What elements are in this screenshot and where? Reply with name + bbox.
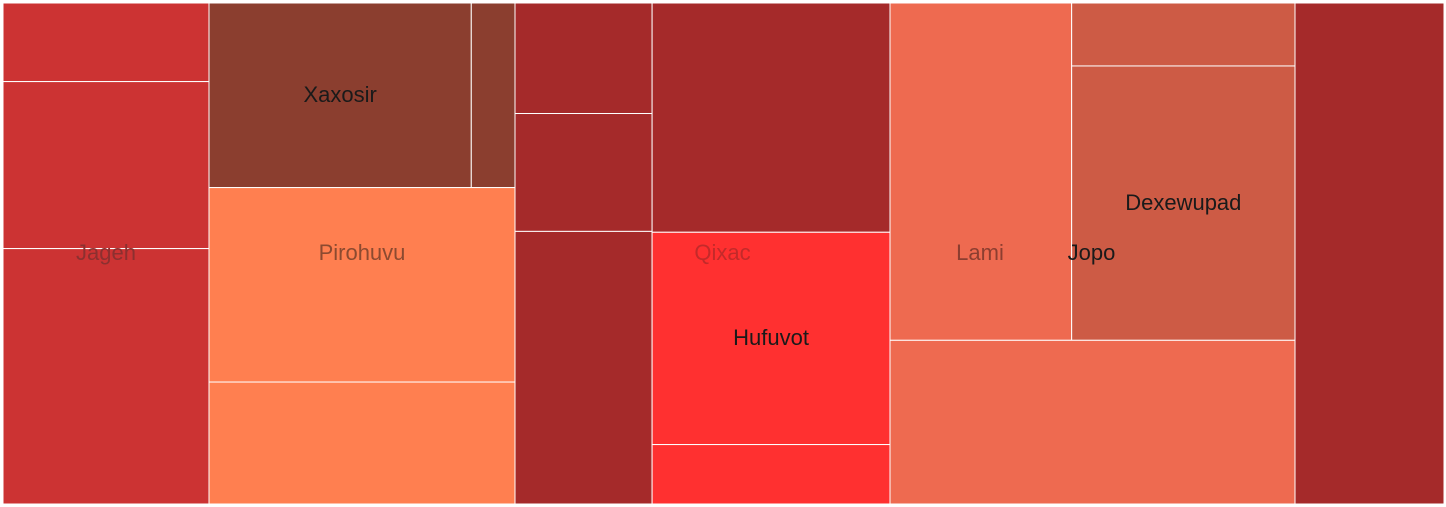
tile-group-5-0[interactable] bbox=[1294, 2, 1445, 505]
tile-jageh-0[interactable] bbox=[2, 2, 210, 83]
group-label-pirohuvu: Pirohuvu bbox=[319, 240, 406, 265]
group-label-jopo: Jopo bbox=[1068, 240, 1116, 265]
group-label-jageh: Jageh bbox=[76, 240, 136, 265]
tile-jageh-2[interactable] bbox=[2, 248, 210, 505]
group-label-lami: Lami bbox=[956, 240, 1004, 265]
tile-qixac-0[interactable] bbox=[514, 2, 653, 115]
tile-jopo-0[interactable] bbox=[1071, 2, 1296, 67]
tile-lami-1[interactable] bbox=[889, 339, 1296, 505]
leaf-label-hufuvot: Hufuvot bbox=[733, 325, 809, 350]
tile-qixac-3[interactable] bbox=[651, 2, 891, 233]
group-label-qixac: Qixac bbox=[694, 240, 750, 265]
tile-jageh-1[interactable] bbox=[2, 81, 210, 250]
tile-qixac-5[interactable] bbox=[651, 444, 891, 505]
leaf-label-xaxosir: Xaxosir bbox=[303, 82, 376, 107]
tile-lami-0[interactable] bbox=[889, 2, 1073, 341]
tile-qixac-hufuvot[interactable] bbox=[651, 231, 891, 446]
tile-pirohuvu-xaxosir[interactable] bbox=[208, 2, 472, 189]
leaf-label-dexewupad: Dexewupad bbox=[1125, 190, 1241, 215]
tile-pirohuvu-1[interactable] bbox=[470, 2, 516, 189]
treemap-labels: Xaxosir Hufuvot Dexewupad Jageh Pirohuvu Qixa… bbox=[76, 82, 1241, 350]
tile-jopo-dexewupad[interactable] bbox=[1071, 65, 1296, 341]
tile-pirohuvu-2[interactable] bbox=[208, 187, 516, 383]
tile-qixac-1[interactable] bbox=[514, 113, 653, 232]
tile-pirohuvu-3[interactable] bbox=[208, 381, 516, 505]
tile-qixac-2[interactable] bbox=[514, 230, 653, 505]
